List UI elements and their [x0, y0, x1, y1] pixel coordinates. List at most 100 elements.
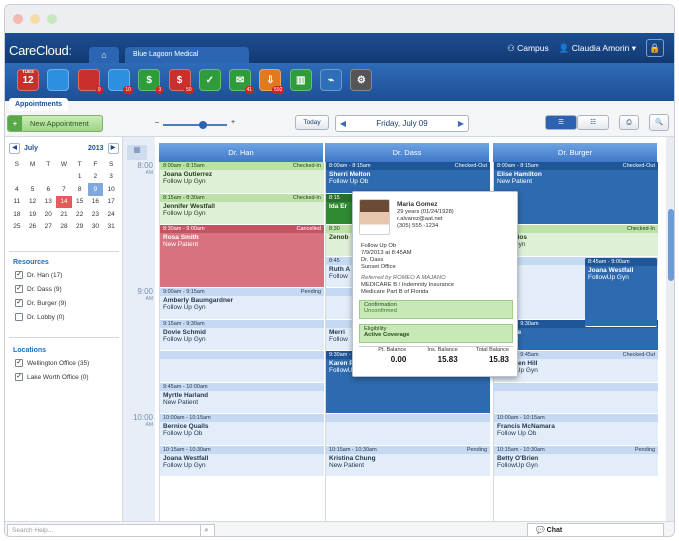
- appointment[interactable]: 8:30am - 9:00am Cancelled Rosa Smith New Pa…: [160, 225, 324, 288]
- calendar-day[interactable]: 23: [91, 210, 99, 218]
- documents-icon[interactable]: ⇩ 592: [259, 69, 285, 94]
- user-menu[interactable]: 👤 Claudia Amorin ▾: [558, 42, 636, 53]
- calendar-icon-small[interactable]: ▦: [127, 145, 147, 160]
- zoom-out[interactable]: –: [155, 119, 159, 126]
- resource-filter[interactable]: ✓ Dr. Dass (9): [15, 285, 62, 293]
- eligibility-box[interactable]: Eligibility Active Coverage: [359, 324, 513, 343]
- calendar-day[interactable]: 12: [28, 198, 37, 206]
- appointment[interactable]: 10:15am - 10:30am Joana Westfall Follow Up…: [160, 445, 324, 477]
- claims-icon[interactable]: $50: [168, 69, 194, 94]
- appointment[interactable]: 8:00am - 8:15am Checked-In Joana Gutierrez…: [160, 162, 324, 194]
- resource-filter[interactable]: ✓ Dr. Han (17): [15, 271, 62, 279]
- calendar-icon[interactable]: 12 TUES: [17, 69, 39, 91]
- next-month-button[interactable]: ▶: [107, 142, 119, 154]
- reports-icon[interactable]: ⌁: [320, 69, 342, 91]
- patients-icon[interactable]: 9: [77, 69, 103, 94]
- calendar-day[interactable]: 19: [28, 210, 37, 218]
- calendar-month[interactable]: July: [24, 144, 39, 152]
- location-filter[interactable]: ✓ Lake Worth Office (0): [15, 373, 89, 381]
- calendar-day[interactable]: 6: [46, 185, 51, 193]
- calendar-day[interactable]: 1: [77, 173, 82, 181]
- appointment[interactable]: [160, 351, 324, 383]
- minimize-dot[interactable]: [30, 14, 40, 24]
- tab-appointments[interactable]: Appointments: [9, 98, 69, 111]
- appointment[interactable]: 8:15am - 8:30am Checked-In Jennifer Westfa…: [160, 193, 324, 225]
- home-tab[interactable]: ⌂: [89, 47, 119, 63]
- calendar-day[interactable]: 4: [15, 185, 19, 193]
- column-header[interactable]: Dr. Han: [159, 143, 323, 162]
- checkbox[interactable]: ✓: [15, 299, 23, 307]
- settings-icon[interactable]: ⚙: [350, 69, 373, 91]
- calendar-day[interactable]: 15: [76, 198, 84, 206]
- appointment[interactable]: 9:15am - 9:30am Dovie Schmid Follow Up Gyn: [160, 319, 324, 351]
- calendar-day[interactable]: 2: [93, 173, 98, 181]
- search-help-input[interactable]: Search Help... ⌕: [7, 524, 215, 536]
- appointment[interactable]: 10:00am - 10:15am Bernice Qualls Follow Up…: [160, 414, 324, 446]
- calendar-day[interactable]: 8: [77, 185, 82, 193]
- lock-icon[interactable]: 🔒: [646, 39, 664, 57]
- calendar-day[interactable]: 10: [107, 185, 115, 193]
- checkbox[interactable]: ✓: [15, 271, 23, 279]
- calendar-day[interactable]: 17: [107, 198, 115, 206]
- checkbox[interactable]: ✓: [15, 359, 23, 367]
- chat-button[interactable]: 💬 Chat: [527, 523, 664, 536]
- appointment-overlay[interactable]: 8:45am - 9:00am Joana Westfall FollowUp Gy…: [585, 257, 657, 327]
- prev-day-button[interactable]: ◀: [339, 119, 347, 128]
- location-filter[interactable]: ✓ Wellington Office (35): [15, 359, 89, 367]
- next-day-button[interactable]: ▶: [457, 119, 465, 128]
- calendar-day[interactable]: 28: [60, 223, 68, 231]
- calendar-day[interactable]: 26: [28, 223, 37, 231]
- resource-filter[interactable]: Dr. Lobby (0): [15, 313, 65, 321]
- appointment[interactable]: 10:00am - 10:15am Francis McNamara Follow …: [494, 414, 658, 446]
- calendar-day[interactable]: 11: [13, 198, 21, 206]
- print-icon[interactable]: ⎙: [619, 115, 639, 130]
- calendar-day[interactable]: 25: [13, 223, 21, 231]
- maximize-dot[interactable]: [47, 14, 57, 24]
- calendar-day[interactable]: 29: [76, 223, 84, 231]
- appointment[interactable]: [326, 414, 490, 446]
- location-selector[interactable]: ⚇ Campus: [507, 42, 549, 53]
- column-header[interactable]: Dr. Dass: [325, 143, 489, 162]
- calendar-day[interactable]: 16: [91, 198, 99, 206]
- zoom-slider[interactable]: – +: [155, 119, 237, 129]
- billing-icon[interactable]: $3: [138, 69, 164, 94]
- library-icon[interactable]: ▥: [289, 69, 312, 91]
- appointment[interactable]: 8:00am - 8:15am Checked-Out Elise Hamilton…: [494, 162, 658, 225]
- appointment[interactable]: [494, 382, 658, 414]
- appointment[interactable]: 8:00am - 8:15am Checked-Out Sherri Melton F…: [326, 162, 490, 194]
- appointment[interactable]: 9:45am - 10:00am Myrtle Harland New Patien…: [160, 382, 324, 414]
- appointment[interactable]: 10:15am - 10:30am Pending Kristina Chung Ne…: [326, 445, 490, 477]
- resource-filter[interactable]: ✓ Dr. Burger (9): [15, 299, 66, 307]
- calendar-day[interactable]: 31: [107, 223, 115, 231]
- calendar-day[interactable]: 14: [56, 195, 72, 208]
- close-dot[interactable]: [13, 14, 23, 24]
- checkbox[interactable]: [15, 313, 23, 321]
- column-header[interactable]: Dr. Burger: [493, 143, 657, 162]
- checkbox[interactable]: ✓: [15, 373, 23, 381]
- practice-tab[interactable]: Blue Lagoon Medical: [125, 47, 249, 63]
- today-button[interactable]: Today: [295, 115, 329, 130]
- day-view-button[interactable]: ☰: [545, 115, 577, 130]
- prev-month-button[interactable]: ◀: [9, 142, 20, 154]
- zoom-in[interactable]: +: [231, 119, 236, 126]
- search-icon[interactable]: ⌕: [200, 525, 212, 536]
- users-icon[interactable]: [47, 69, 70, 91]
- zoom-knob[interactable]: [199, 121, 207, 129]
- calendar-day[interactable]: 30: [91, 223, 99, 231]
- calendar-day[interactable]: 13: [44, 198, 52, 206]
- vertical-scrollbar[interactable]: [666, 137, 674, 521]
- checkbox[interactable]: ✓: [15, 285, 23, 293]
- calendar-day[interactable]: 27: [44, 223, 52, 231]
- calendar-day[interactable]: 21: [60, 210, 68, 218]
- appointment[interactable]: 9:00am - 9:15am Pending Amberly Baumgardne…: [160, 288, 324, 320]
- tasks-icon[interactable]: ✓: [198, 69, 221, 91]
- physician-icon[interactable]: 10: [107, 69, 133, 94]
- list-view-button[interactable]: ☷: [577, 115, 609, 130]
- calendar-day[interactable]: 18: [13, 210, 21, 218]
- confirmation-box[interactable]: Confirmation Unconfirmed: [359, 300, 513, 319]
- calendar-day[interactable]: 9: [87, 183, 104, 196]
- messages-icon[interactable]: ✉ 41: [229, 69, 255, 94]
- appointment[interactable]: 10:15am - 10:30am Pending Betty O'Brien Fol…: [494, 445, 658, 477]
